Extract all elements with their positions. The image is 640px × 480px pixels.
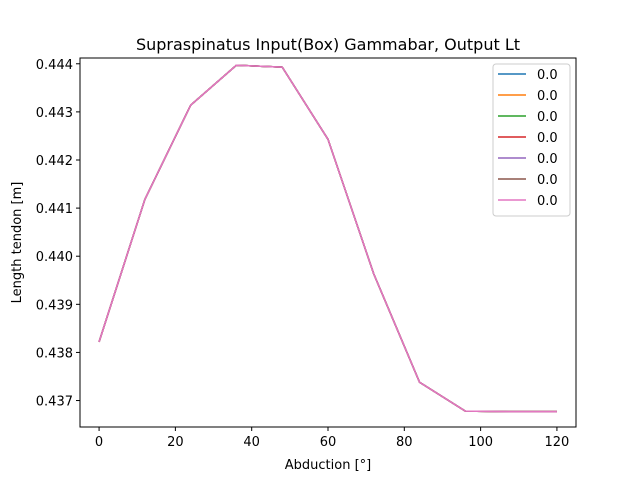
chart-title: Supraspinatus Input(Box) Gammabar, Outpu… [136,35,520,54]
x-tick-label: 120 [545,435,570,450]
legend-label-3: 0.0 [537,131,558,146]
legend-box [492,63,571,217]
legend-label-1: 0.0 [537,89,558,104]
series-line-5 [98,64,557,413]
y-tick-label: 0.439 [36,298,73,313]
y-tick-label: 0.437 [36,395,73,410]
y-tick-label: 0.442 [36,154,73,169]
x-axis-title: Abduction [°] [285,458,371,473]
y-tick-label: 0.443 [36,106,73,121]
series-line-2 [98,64,557,413]
series-line-4 [98,64,557,413]
x-tick-label: 20 [167,435,184,450]
y-tick-label: 0.441 [36,202,73,217]
y-tick-label: 0.444 [36,58,73,73]
legend-label-5: 0.0 [537,173,558,188]
series-line-0 [98,64,557,413]
series-layer [98,64,557,413]
series-line-6 [98,64,557,413]
legend-label-4: 0.0 [537,152,558,167]
x-tick-label: 80 [396,435,413,450]
x-axis: 0 20 40 60 80 100 120 [95,427,569,450]
x-tick-label: 100 [468,435,493,450]
y-axis-title: Length tendon [m] [10,182,25,304]
legend-label-2: 0.0 [537,110,558,125]
series-line-1 [98,64,557,413]
legend-label-6: 0.0 [537,194,558,209]
y-axis: 0.437 0.438 0.439 0.440 0.441 0.442 0.443 0.444 [36,58,80,410]
legend-label-0: 0.0 [537,68,558,83]
legend: 0.0 0.0 0.0 0.0 0.0 0.0 0.0 [492,63,571,217]
series-line-3 [98,64,557,413]
x-tick-label: 40 [243,435,260,450]
y-tick-label: 0.440 [36,250,73,265]
y-tick-label: 0.438 [36,346,73,361]
x-tick-label: 60 [320,435,337,450]
x-tick-label: 0 [95,435,103,450]
